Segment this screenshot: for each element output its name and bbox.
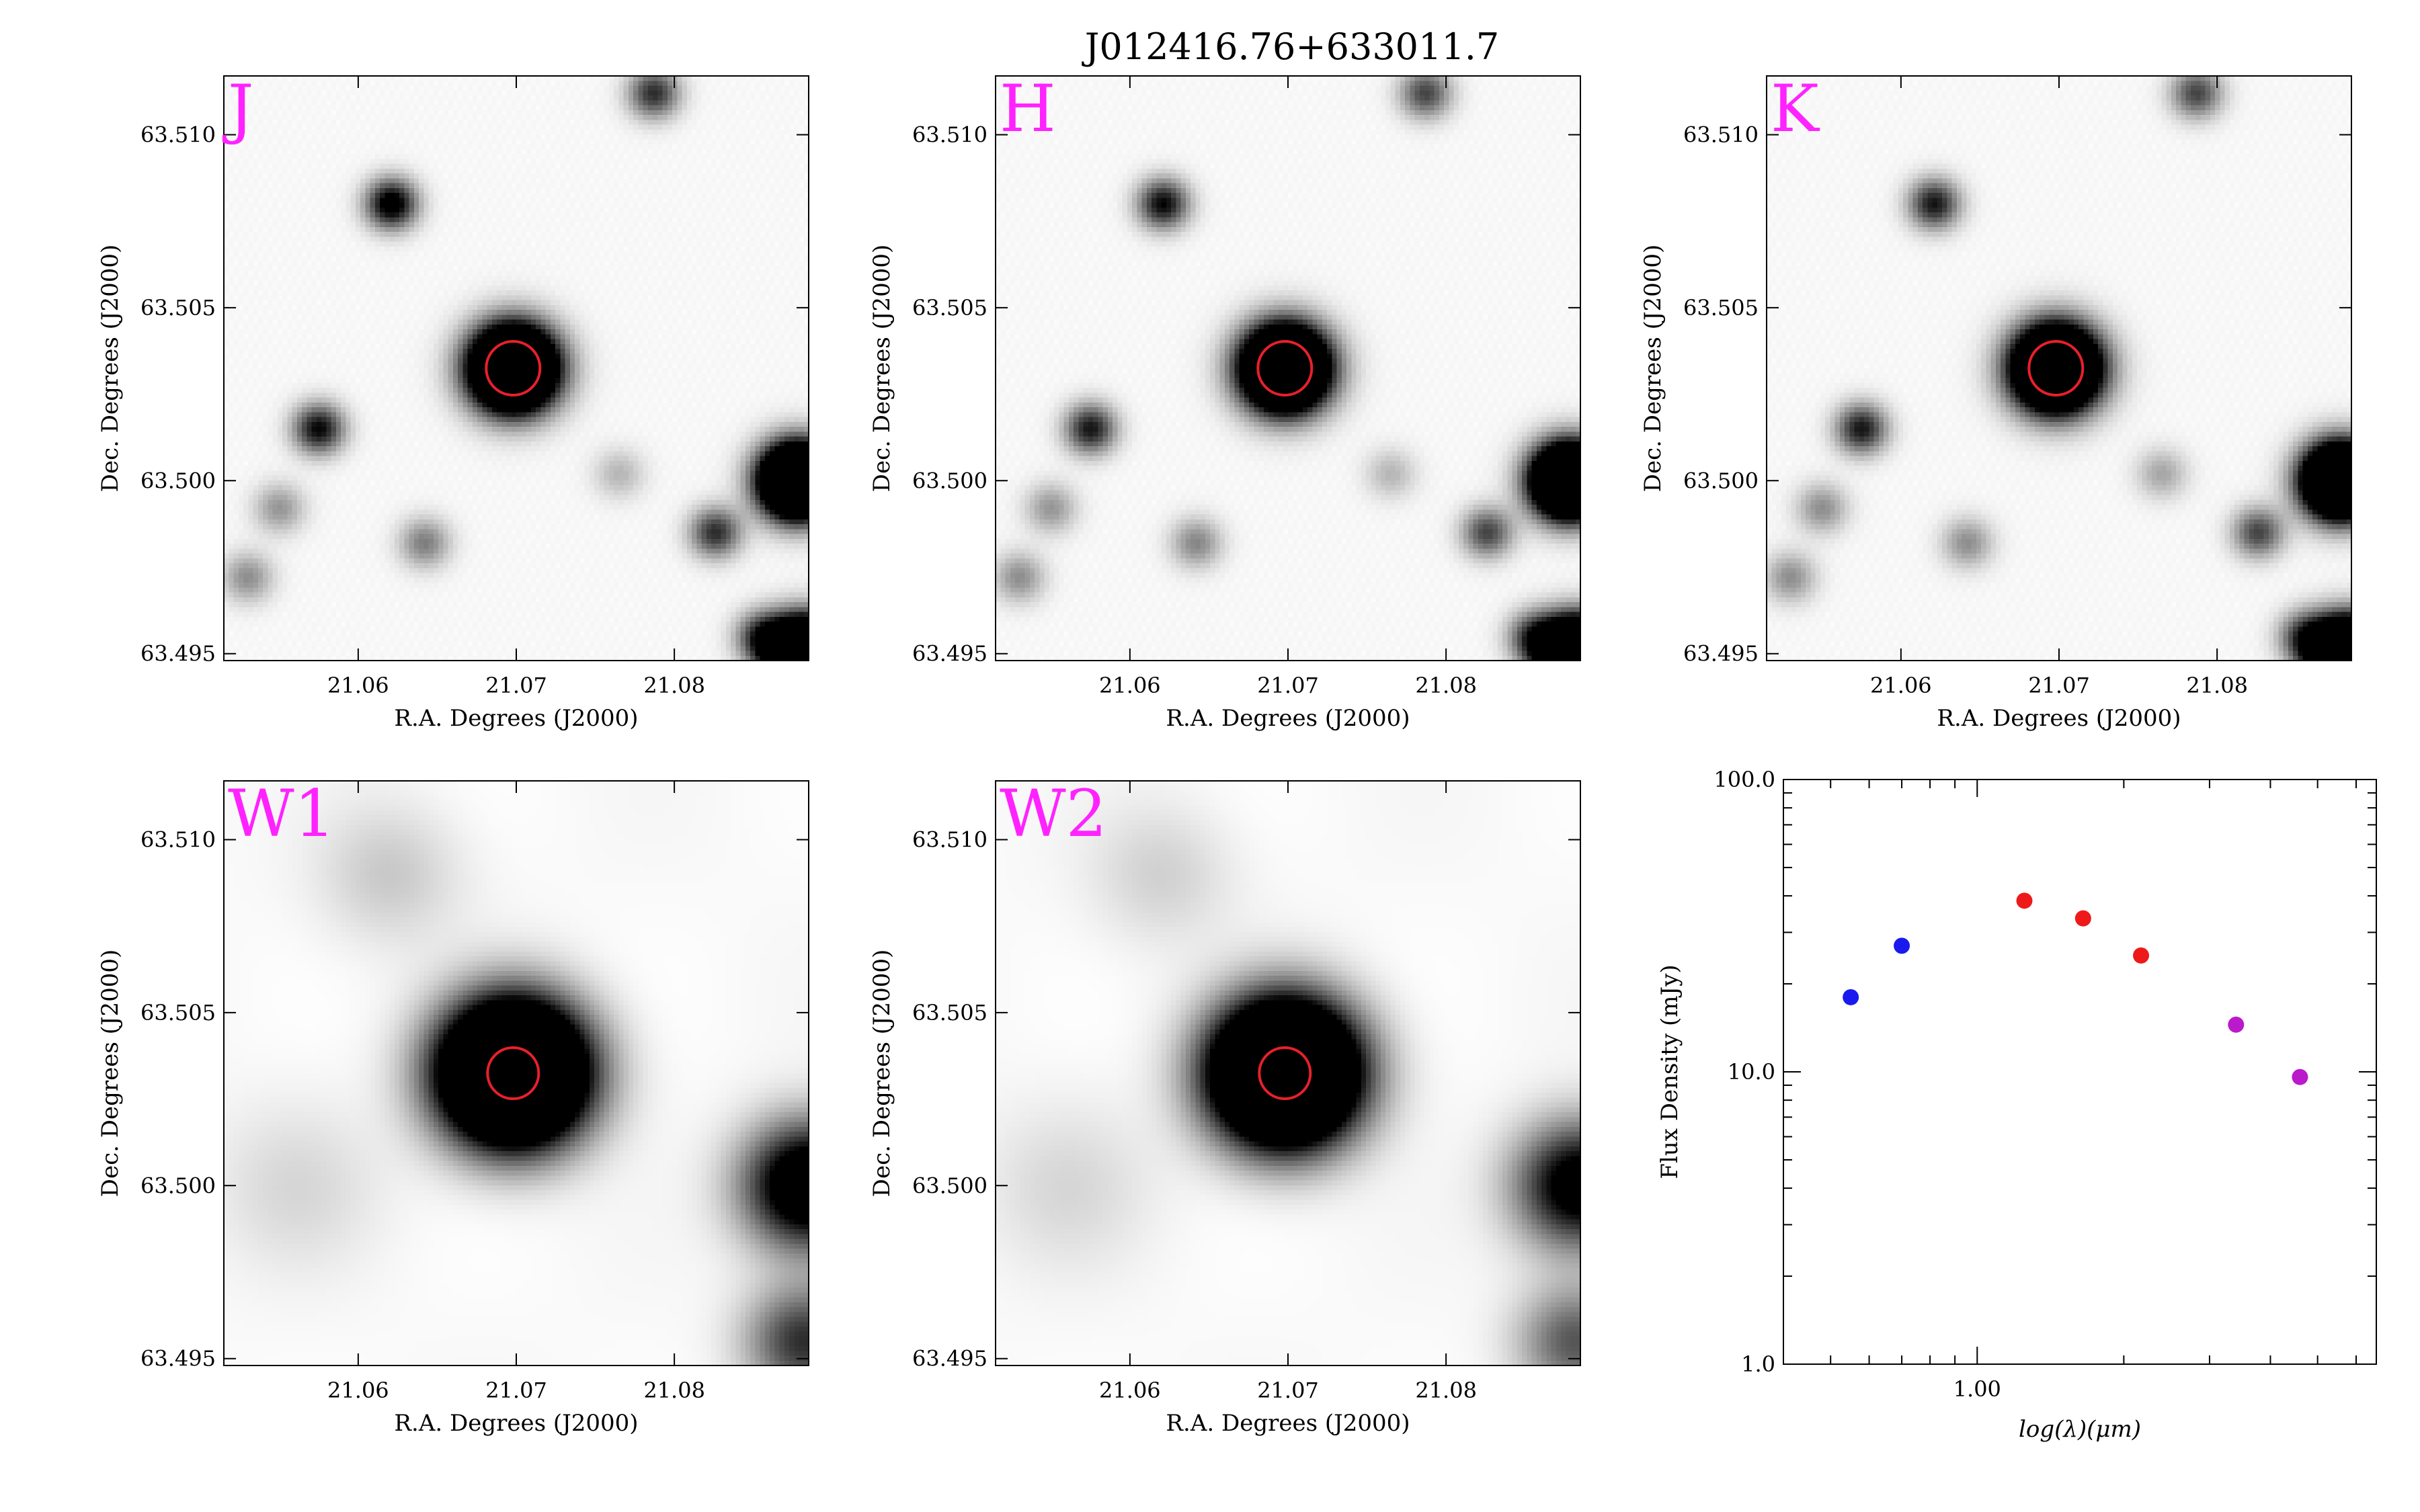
- y-tick-label: 63.500: [1683, 468, 1759, 493]
- x-axis-label: R.A. Degrees (J2000): [394, 1410, 638, 1437]
- x-tick-label: 21.07: [485, 673, 547, 698]
- x-tick-label: 1.00: [1953, 1376, 2001, 1402]
- y-tick-label: 63.505: [912, 1000, 987, 1025]
- target-aperture: [1258, 1046, 1312, 1100]
- y-tick-label: 63.505: [140, 295, 216, 321]
- sed-point: [2228, 1016, 2245, 1033]
- target-aperture: [2027, 340, 2085, 396]
- x-axis-label: log(λ)(μm): [2019, 1416, 2141, 1443]
- y-axis-label: Dec. Degrees (J2000): [97, 950, 124, 1198]
- x-tick-label: 21.06: [1099, 1378, 1161, 1403]
- y-tick-label: 63.500: [140, 1173, 216, 1198]
- x-axis-label: R.A. Degrees (J2000): [1166, 705, 1410, 732]
- x-tick-label: 21.07: [1257, 673, 1319, 698]
- sky-image-h: [996, 76, 1580, 661]
- x-tick-label: 21.08: [643, 673, 705, 698]
- y-tick-label: 63.510: [140, 827, 216, 853]
- sky-image-k: [1767, 76, 2351, 661]
- y-axis-label: Dec. Degrees (J2000): [869, 245, 895, 493]
- y-tick-label: 1.0: [1741, 1351, 1775, 1377]
- y-tick-label: 63.500: [912, 468, 987, 493]
- target-aperture: [485, 340, 542, 396]
- x-tick-label: 21.06: [1870, 673, 1932, 698]
- y-tick-label: 10.0: [1728, 1059, 1775, 1085]
- y-tick-label: 63.495: [1683, 641, 1759, 667]
- y-tick-label: 63.505: [140, 1000, 216, 1025]
- panel-sed: 1.0 10.0 100.0 1.00 log(λ)(μm) Flux Density (…: [1656, 767, 2377, 1443]
- x-tick-label: 21.07: [485, 1378, 547, 1403]
- band-label-k: K: [1771, 71, 1820, 146]
- x-tick-label: 21.07: [2028, 673, 2090, 698]
- sed-point: [2292, 1068, 2308, 1085]
- y-tick-label: 63.510: [1683, 122, 1759, 148]
- sed-point: [2074, 910, 2091, 927]
- y-axis-label: Dec. Degrees (J2000): [1640, 245, 1666, 493]
- band-label-w2: W2: [1000, 776, 1107, 851]
- y-tick-label: 63.510: [912, 827, 987, 853]
- band-label-h: H: [1000, 71, 1056, 146]
- y-axis-label: Dec. Degrees (J2000): [869, 950, 895, 1198]
- x-axis-label: R.A. Degrees (J2000): [1166, 1410, 1410, 1437]
- x-tick-label: 21.08: [643, 1378, 705, 1403]
- panel-w1: 21.06 21.07 21.08 63.495 63.500 63.505 63.510 R…: [97, 776, 809, 1437]
- sky-image-w1: [224, 781, 809, 1366]
- x-axis-label: R.A. Degrees (J2000): [394, 705, 638, 732]
- sky-image-w2: [996, 781, 1580, 1366]
- y-tick-label: 63.510: [140, 122, 216, 148]
- sed-point: [1843, 989, 1859, 1005]
- y-tick-label: 63.500: [912, 1173, 987, 1198]
- y-tick-label: 63.495: [140, 641, 216, 667]
- y-tick-label: 63.510: [912, 122, 987, 148]
- panels: 21.06 21.07 21.08 63.495 63.500 63.505 63.510 R…: [97, 71, 2377, 1443]
- y-tick-label: 63.500: [140, 468, 216, 493]
- y-axis-label: Flux Density (mJy): [1656, 964, 1683, 1179]
- y-axis-label: Dec. Degrees (J2000): [97, 245, 124, 493]
- sky-image-j: [224, 76, 809, 661]
- y-tick-label: 63.495: [912, 641, 987, 667]
- y-tick-label: 63.505: [1683, 295, 1759, 321]
- target-aperture: [1256, 340, 1314, 396]
- sed-point: [1894, 937, 1910, 954]
- x-tick-label: 21.08: [1415, 673, 1477, 698]
- y-tick-label: 63.495: [912, 1346, 987, 1372]
- x-tick-label: 21.08: [2186, 673, 2248, 698]
- sed-point: [2133, 947, 2150, 964]
- y-tick-label: 100.0: [1713, 767, 1775, 792]
- panel-w2: 21.06 21.07 21.08 63.495 63.500 63.505 63.510 R…: [869, 776, 1581, 1437]
- x-tick-label: 21.06: [327, 1378, 389, 1403]
- figure-title: J012416.76+633011.7: [1082, 26, 1500, 68]
- sed-point: [2016, 892, 2033, 909]
- panel-j: 21.06 21.07 21.08 63.495 63.500 63.505 63.510 R…: [97, 71, 809, 732]
- panel-h: 21.06 21.07 21.08 63.495 63.500 63.505 63.510 R…: [869, 71, 1581, 732]
- target-aperture: [486, 1046, 540, 1100]
- y-tick-label: 63.505: [912, 295, 987, 321]
- x-tick-label: 21.07: [1257, 1378, 1319, 1403]
- x-tick-label: 21.06: [1099, 673, 1161, 698]
- x-axis-label: R.A. Degrees (J2000): [1937, 705, 2181, 732]
- panel-k: 21.06 21.07 21.08 63.495 63.500 63.505 63.510 R…: [1640, 71, 2352, 732]
- band-label-w1: W1: [228, 776, 335, 851]
- x-tick-label: 21.08: [1415, 1378, 1477, 1403]
- x-tick-label: 21.06: [327, 673, 389, 698]
- y-tick-label: 63.495: [140, 1346, 216, 1372]
